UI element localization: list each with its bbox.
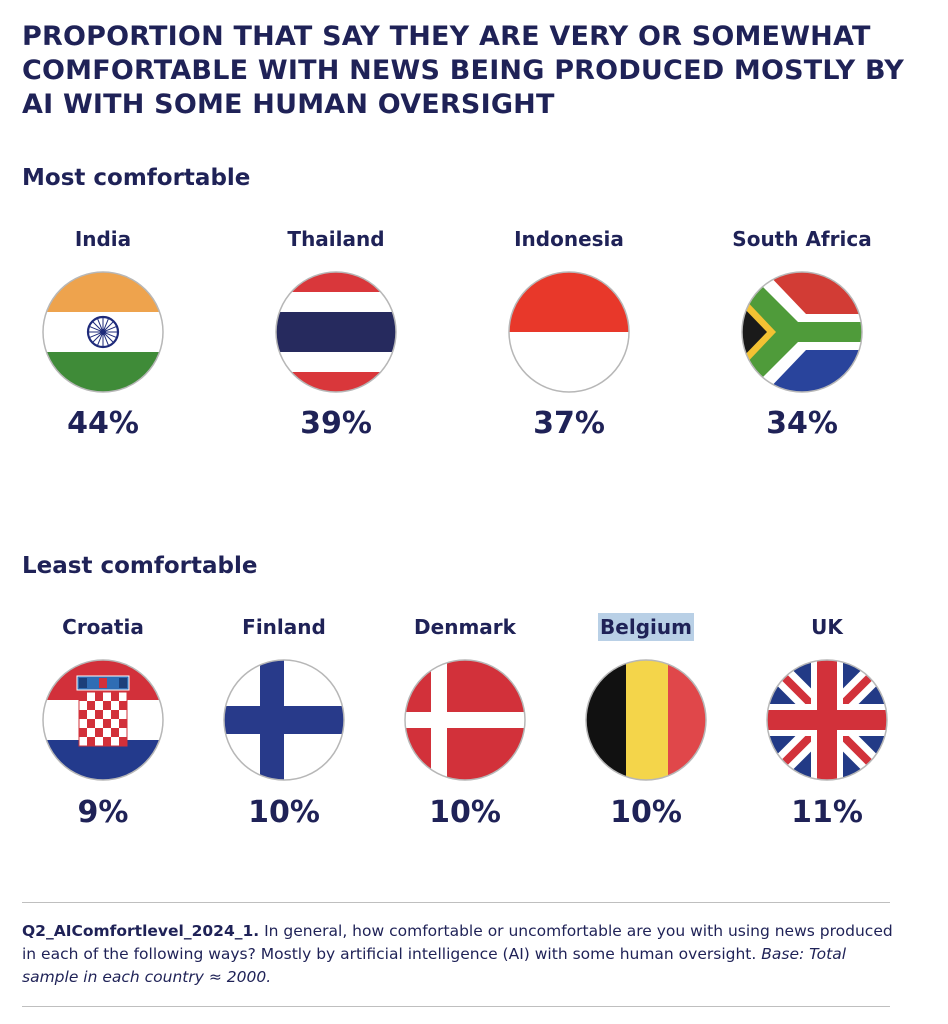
- finland-flag-icon: [223, 659, 345, 781]
- uk-flag-icon: [766, 659, 888, 781]
- value-label-croatia: 9%: [77, 795, 129, 830]
- value-label-finland: 10%: [248, 795, 320, 830]
- country-label-denmark: Denmark: [414, 615, 516, 639]
- value-label-uk: 11%: [791, 795, 863, 830]
- value-label-south-africa: 34%: [766, 406, 838, 441]
- country-label-belgium: Belgium: [536, 613, 756, 641]
- footnote-bottom-divider: [22, 1006, 890, 1007]
- chart-title: PROPORTION THAT SAY THEY ARE VERY OR SOM…: [22, 21, 905, 120]
- country-label-thailand: Thailand: [287, 227, 385, 251]
- least-comfortable-heading: Least comfortable: [22, 553, 258, 579]
- country-label-croatia: Croatia: [62, 615, 144, 639]
- croatia-flag-icon: [42, 659, 164, 781]
- value-label-thailand: 39%: [300, 406, 372, 441]
- denmark-flag-icon: [404, 659, 526, 781]
- value-label-india: 44%: [67, 406, 139, 441]
- thailand-flag-icon: [275, 271, 397, 393]
- south-africa-flag-icon: [741, 271, 863, 393]
- country-label-south-africa: South Africa: [732, 227, 872, 251]
- footnote: Q2_AIComfortlevel_2024_1. In general, ho…: [22, 920, 902, 989]
- belgium-highlight: Belgium: [598, 613, 694, 641]
- country-label-uk: UK: [811, 615, 843, 639]
- india-flag-icon: [42, 271, 164, 393]
- value-label-denmark: 10%: [429, 795, 501, 830]
- most-comfortable-heading: Most comfortable: [22, 165, 251, 191]
- value-label-belgium: 10%: [610, 795, 682, 830]
- country-label-finland: Finland: [242, 615, 326, 639]
- value-label-indonesia: 37%: [533, 406, 605, 441]
- belgium-flag-icon: [585, 659, 707, 781]
- country-label-india: India: [74, 227, 132, 251]
- country-label-indonesia: Indonesia: [514, 227, 624, 251]
- footnote-top-divider: [22, 902, 890, 903]
- footnote-question: In general, how comfortable or uncomfort…: [22, 922, 893, 963]
- footnote-base: Base: Total sample in each country ≈ 200…: [22, 945, 847, 986]
- indonesia-flag-icon: [508, 271, 630, 393]
- footnote-code: Q2_AIComfortlevel_2024_1.: [22, 922, 260, 940]
